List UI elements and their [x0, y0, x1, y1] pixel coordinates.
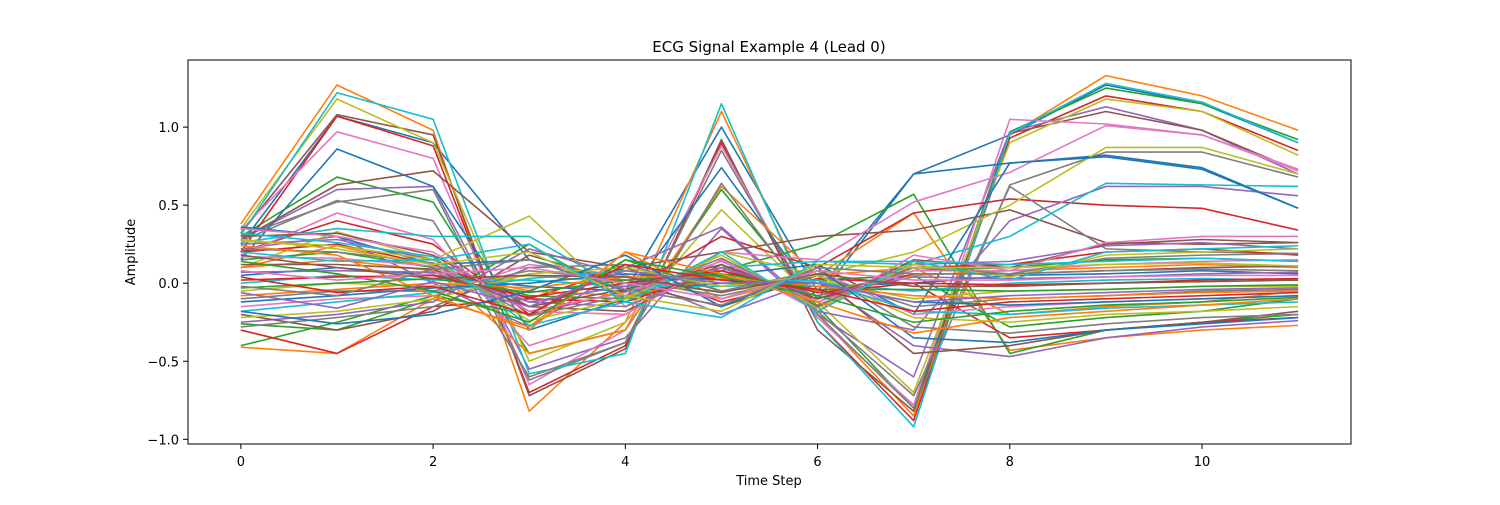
x-tick-label: 6: [813, 455, 821, 470]
x-tick-label: 10: [1194, 455, 1211, 470]
x-axis-label: Time Step: [735, 474, 802, 489]
series-line-24: [240, 248, 1299, 358]
series-line-0: [240, 84, 1299, 292]
y-axis: −1.0 −0.5 0.0 0.5 1.0: [147, 121, 188, 448]
x-tick-label: 0: [237, 455, 245, 470]
series-line-57: [240, 258, 1299, 306]
series-line-55: [240, 254, 1299, 294]
series-layer: [240, 74, 1299, 428]
series-line-17: [240, 182, 1299, 397]
y-tick-label: 0.5: [158, 199, 179, 214]
series-line-19: [240, 182, 1299, 292]
y-tick-label: 0.0: [158, 277, 179, 292]
x-tick-label: 2: [429, 455, 437, 470]
y-tick-label: −1.0: [147, 433, 179, 448]
x-axis: 0 2 4 6 8 10: [237, 444, 1211, 470]
series-line-5: [240, 110, 1299, 413]
series-line-13: [240, 198, 1299, 316]
x-tick-label: 4: [621, 455, 629, 470]
series-line-56: [240, 266, 1299, 300]
x-tick-label: 8: [1006, 455, 1014, 470]
series-line-4: [240, 106, 1299, 378]
series-line-10: [240, 148, 1299, 331]
series-line-58: [240, 238, 1299, 313]
y-tick-label: 1.0: [158, 121, 179, 136]
series-line-59: [240, 243, 1299, 319]
plot-frame: [187, 59, 1352, 445]
y-tick-label: −0.5: [147, 355, 179, 370]
y-axis-label: Amplitude: [124, 219, 139, 286]
series-line-49: [240, 232, 1299, 327]
chart-title: ECG Signal Example 4 (Lead 0): [652, 38, 885, 56]
series-line-9: [240, 82, 1299, 428]
